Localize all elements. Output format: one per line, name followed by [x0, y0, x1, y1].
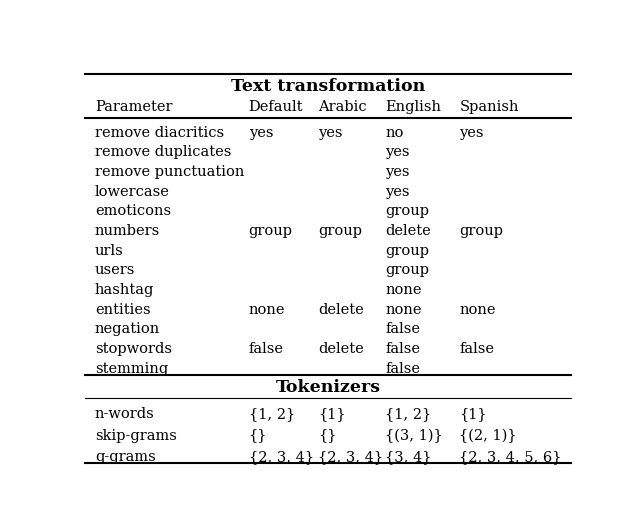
Text: Tokenizers: Tokenizers: [275, 379, 381, 396]
Text: yes: yes: [460, 126, 484, 140]
Text: {2, 3, 4}: {2, 3, 4}: [249, 450, 314, 464]
Text: {}: {}: [318, 429, 337, 443]
Text: {(3, 1)}: {(3, 1)}: [385, 428, 443, 443]
Text: Spanish: Spanish: [460, 100, 519, 114]
Text: {}: {}: [249, 429, 267, 443]
Text: none: none: [385, 283, 422, 297]
Text: {1, 2}: {1, 2}: [249, 408, 295, 421]
Text: stopwords: stopwords: [95, 342, 172, 356]
Text: false: false: [385, 342, 420, 356]
Text: group: group: [318, 224, 362, 238]
Text: Parameter: Parameter: [95, 100, 172, 114]
Text: Text transformation: Text transformation: [231, 78, 425, 95]
Text: stemming: stemming: [95, 362, 168, 376]
Text: yes: yes: [385, 185, 410, 199]
Text: numbers: numbers: [95, 224, 160, 238]
Text: users: users: [95, 263, 135, 278]
Text: yes: yes: [385, 145, 410, 160]
Text: {1, 2}: {1, 2}: [385, 408, 431, 421]
Text: delete: delete: [385, 224, 431, 238]
Text: yes: yes: [318, 126, 342, 140]
Text: yes: yes: [249, 126, 273, 140]
Text: {2, 3, 4, 5, 6}: {2, 3, 4, 5, 6}: [460, 450, 562, 464]
Text: {3, 4}: {3, 4}: [385, 450, 431, 464]
Text: group: group: [460, 224, 504, 238]
Text: group: group: [249, 224, 292, 238]
Text: emoticons: emoticons: [95, 204, 171, 219]
Text: false: false: [249, 342, 284, 356]
Text: delete: delete: [318, 342, 364, 356]
Text: false: false: [460, 342, 495, 356]
Text: {2, 3, 4}: {2, 3, 4}: [318, 450, 383, 464]
Text: yes: yes: [385, 165, 410, 179]
Text: none: none: [249, 303, 285, 317]
Text: English: English: [385, 100, 441, 114]
Text: group: group: [385, 244, 429, 258]
Text: lowercase: lowercase: [95, 185, 170, 199]
Text: hashtag: hashtag: [95, 283, 154, 297]
Text: {(2, 1)}: {(2, 1)}: [460, 428, 517, 443]
Text: {1}: {1}: [318, 408, 346, 421]
Text: none: none: [460, 303, 496, 317]
Text: {1}: {1}: [460, 408, 487, 421]
Text: group: group: [385, 263, 429, 278]
Text: n-words: n-words: [95, 408, 155, 421]
Text: none: none: [385, 303, 422, 317]
Text: remove diacritics: remove diacritics: [95, 126, 224, 140]
Text: group: group: [385, 204, 429, 219]
Text: q-grams: q-grams: [95, 450, 156, 464]
Text: urls: urls: [95, 244, 124, 258]
Text: delete: delete: [318, 303, 364, 317]
Text: skip-grams: skip-grams: [95, 429, 177, 443]
Text: negation: negation: [95, 322, 160, 336]
Text: Default: Default: [249, 100, 303, 114]
Text: entities: entities: [95, 303, 150, 317]
Text: Arabic: Arabic: [318, 100, 367, 114]
Text: no: no: [385, 126, 403, 140]
Text: false: false: [385, 322, 420, 336]
Text: remove punctuation: remove punctuation: [95, 165, 244, 179]
Text: false: false: [385, 362, 420, 376]
Text: remove duplicates: remove duplicates: [95, 145, 231, 160]
